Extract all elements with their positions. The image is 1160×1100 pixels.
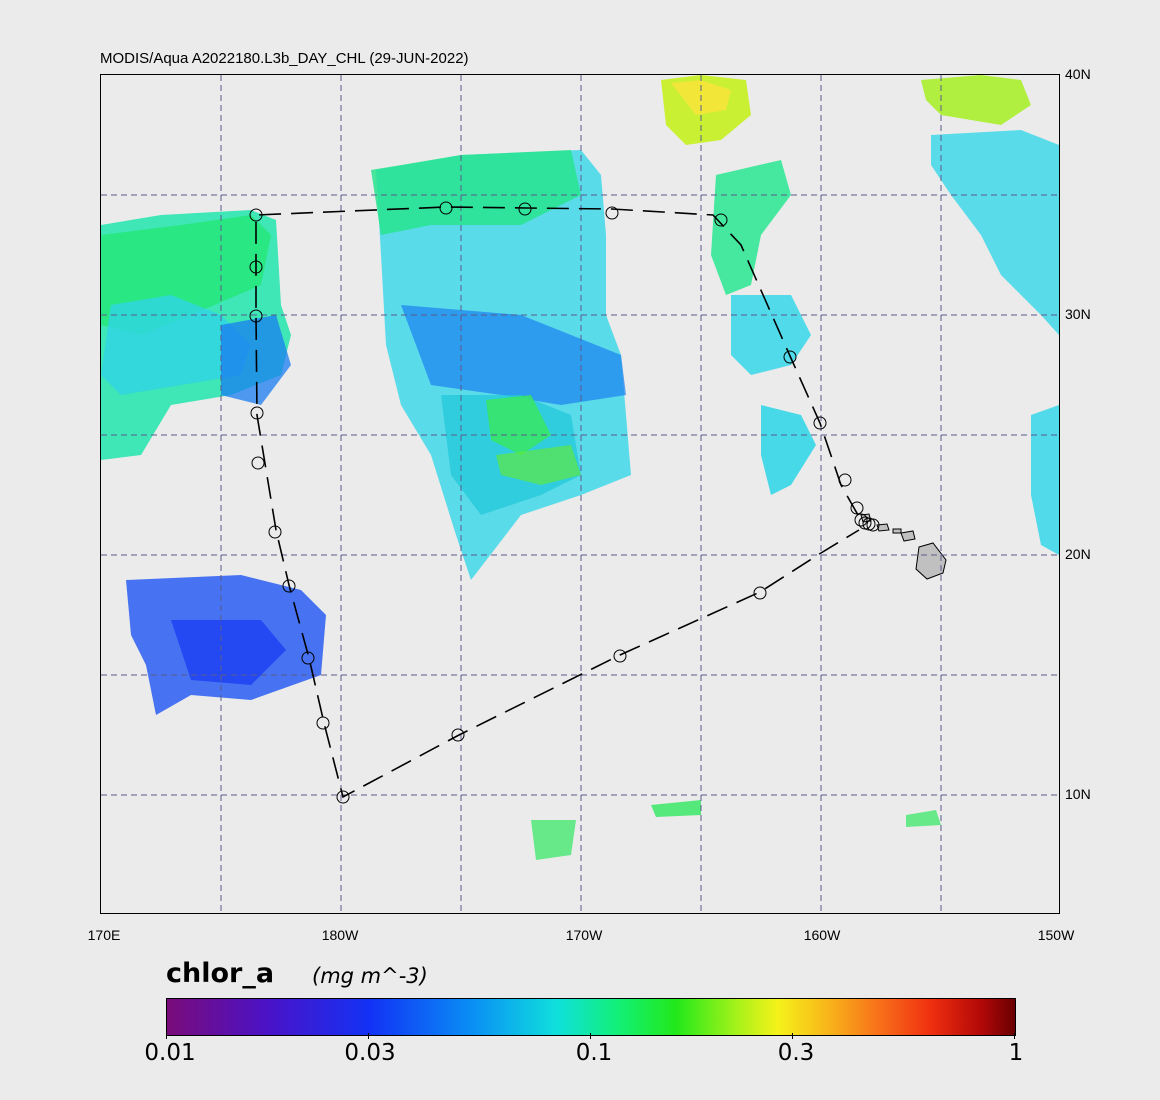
lat-label-40n: 40N [1065,66,1091,82]
station-marker [249,309,263,323]
station-marker [753,586,767,600]
map-title: MODIS/Aqua A2022180.L3b_DAY_CHL (29-JUN-… [100,50,469,67]
track-line [255,206,860,799]
lon-label-150w: 150W [1037,927,1075,943]
data-patch [496,445,581,485]
station-marker [605,206,619,220]
island-oahu [876,523,890,532]
station-marker [249,208,263,222]
colorbar-tick [792,1033,793,1039]
data-patch [401,305,626,405]
station-marker [336,790,350,804]
station-marker [518,202,532,216]
island-big-island [915,542,947,580]
colorbar-tick-label: 0.3 [777,1040,815,1066]
station-marker [850,501,864,515]
station-marker [854,513,868,527]
station-marker [813,416,827,430]
map-frame [100,74,1060,914]
cruise-track [249,201,880,804]
island-molokai [892,528,902,534]
island-maui [900,530,916,542]
data-patch [731,295,811,375]
data-patch [531,820,576,860]
station-marker [866,518,880,532]
data-patch [711,160,791,295]
colorbar-tick [368,1033,369,1039]
data-patch [171,620,286,685]
hawaiian-islands [860,513,947,580]
data-patch [101,295,251,395]
station-marker [316,716,330,730]
data-patch [486,395,551,455]
station-marker [268,525,282,539]
colorbar [166,998,1016,1036]
lon-label-170w: 170W [565,927,603,943]
colorbar-tick [166,1033,167,1039]
station-marker [301,651,315,665]
colorbar-units: (mg m^-3) [312,964,428,988]
station-marker [250,406,264,420]
station-marker [838,473,852,487]
lon-label-180w: 180W [321,927,359,943]
colorbar-tick-label: 0.03 [344,1040,396,1066]
lat-label-10n: 10N [1065,786,1091,802]
lat-label-20n: 20N [1065,546,1091,562]
data-patch [651,800,701,817]
data-patch [761,405,816,495]
colorbar-tick [1014,1033,1015,1039]
lat-label-30n: 30N [1065,306,1091,322]
data-patch [906,810,941,827]
colorbar-tick-label: 0.1 [575,1040,613,1066]
station-marker [783,350,797,364]
lon-label-170e: 170E [87,927,121,943]
colorbar-title: chlor_a [166,958,275,989]
station-marker [251,456,265,470]
data-patch [921,75,1031,125]
lon-label-160w: 160W [803,927,841,943]
data-patch [1031,405,1059,555]
station-marker [451,728,465,742]
station-marker [714,213,728,227]
station-marker [439,201,453,215]
chlorophyll-swaths [101,75,1059,860]
colorbar-tick [590,1033,591,1039]
data-patch [931,130,1059,335]
station-marker [249,260,263,274]
colorbar-tick-label: 1 [1008,1040,1024,1066]
station-marker [613,649,627,663]
station-marker [282,579,296,593]
map-canvas [101,75,1059,913]
station-markers [249,201,880,804]
colorbar-tick-label: 0.01 [144,1040,196,1066]
